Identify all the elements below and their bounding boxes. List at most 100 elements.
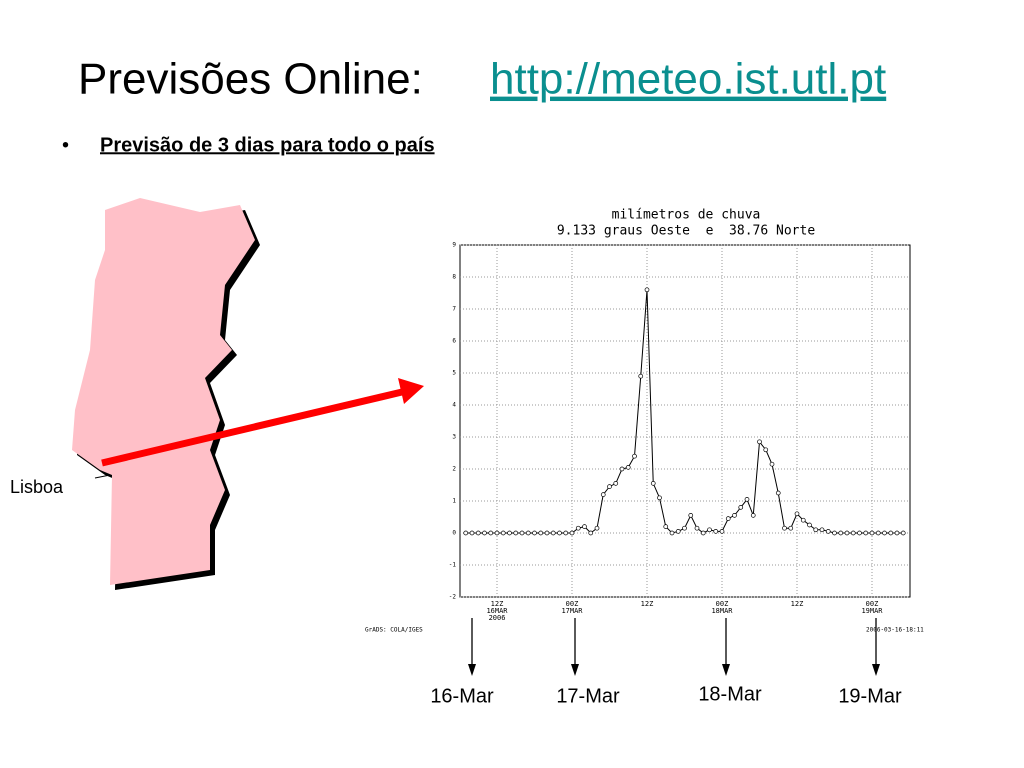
data-point — [844, 530, 850, 536]
red-arrow — [101, 388, 403, 467]
data-point — [694, 525, 700, 531]
data-point — [475, 530, 481, 536]
data-point — [750, 513, 756, 518]
data-point — [563, 530, 569, 536]
data-point — [757, 439, 762, 445]
data-point — [538, 530, 544, 536]
data-point — [544, 530, 550, 536]
date-label: 16-Mar — [430, 685, 494, 707]
data-point — [557, 530, 562, 536]
data-point — [482, 530, 487, 536]
y-tick-label: -2 — [449, 594, 457, 601]
data-point — [469, 530, 475, 536]
data-point — [719, 529, 725, 534]
title-link[interactable]: http://meteo.ist.utl.pt — [490, 55, 886, 104]
plot-frame — [459, 244, 911, 598]
data-point — [738, 505, 744, 510]
map-label: Lisboa — [10, 477, 64, 497]
data-point — [650, 481, 656, 486]
data-point — [638, 373, 644, 379]
data-point — [863, 530, 869, 536]
y-tick-label: 4 — [452, 402, 456, 409]
data-point — [625, 465, 631, 470]
map-portugal — [72, 198, 255, 585]
data-point — [769, 461, 775, 467]
data-point — [669, 530, 675, 536]
data-point — [550, 530, 556, 536]
y-tick-label: 5 — [452, 370, 456, 377]
y-tick-label: 6 — [452, 338, 456, 345]
y-tick-label: 7 — [452, 306, 456, 313]
data-point — [800, 517, 806, 523]
credit: GrADS: COLA/IGES — [365, 627, 423, 634]
y-tick-label: 3 — [452, 434, 456, 441]
y-tick-label: 8 — [452, 274, 456, 281]
data-point — [632, 453, 637, 459]
data-point — [463, 530, 469, 536]
y-tick-label: -1 — [449, 562, 457, 569]
data-point — [744, 497, 750, 502]
date-label: 18-Mar — [698, 683, 762, 705]
data-point — [888, 530, 894, 536]
date-label: 17-Mar — [556, 685, 620, 707]
y-tick-label: 1 — [452, 498, 456, 505]
data-point — [813, 527, 819, 533]
data-point — [707, 527, 712, 533]
data-point — [850, 530, 856, 536]
data-point — [663, 524, 669, 529]
data-point — [700, 530, 706, 536]
data-point — [763, 447, 769, 453]
data-point — [507, 530, 512, 536]
data-point — [657, 495, 662, 501]
timestamp: 2006-03-16-18:11 — [866, 627, 924, 634]
data-point — [825, 529, 831, 534]
data-point — [725, 516, 731, 521]
y-tick-label: 2 — [452, 466, 456, 473]
title: Previsões Online: — [78, 55, 423, 104]
data-point — [882, 530, 887, 536]
x-tick-label: 12Z — [790, 600, 804, 608]
data-point — [500, 530, 506, 536]
data-point — [713, 529, 719, 534]
data-point — [607, 484, 612, 489]
data-point — [869, 530, 875, 536]
bullet: Previsão de 3 dias para todo o país — [100, 134, 435, 156]
data-point — [532, 530, 537, 536]
chart-subtitle: 9.133 graus Oeste e 38.76 Norte — [557, 224, 815, 239]
data-point — [688, 513, 694, 518]
date-arrowhead — [722, 664, 730, 676]
x-tick-label: 12Z 16MAR 2006 — [486, 600, 508, 622]
chart-title: milímetros de chuva — [612, 208, 761, 223]
data-point — [894, 530, 900, 536]
x-tick-label: 00Z 19MAR — [861, 600, 883, 615]
data-point — [807, 522, 812, 528]
data-point — [775, 490, 781, 496]
data-point — [732, 513, 737, 518]
data-point — [494, 530, 500, 536]
data-point — [513, 530, 519, 536]
data-point — [838, 530, 844, 536]
x-tick-label: 12Z — [640, 600, 654, 608]
data-point — [875, 530, 881, 536]
data-line — [465, 289, 904, 534]
data-point — [619, 466, 625, 472]
data-point — [600, 492, 606, 497]
date-label: 19-Mar — [838, 685, 902, 707]
x-tick-label: 00Z 17MAR — [561, 600, 583, 615]
data-point — [857, 530, 862, 536]
date-arrowhead — [571, 664, 579, 676]
data-point — [569, 530, 575, 536]
data-point — [488, 530, 494, 536]
data-point — [794, 511, 800, 517]
y-tick-label: 9 — [452, 242, 456, 249]
y-tick-label: 0 — [452, 530, 456, 537]
data-point — [644, 287, 650, 293]
red-arrowhead — [398, 378, 424, 404]
date-arrowhead — [872, 664, 880, 676]
data-point — [819, 527, 825, 533]
data-point — [788, 525, 794, 531]
data-point — [582, 524, 587, 529]
data-point — [613, 481, 619, 486]
